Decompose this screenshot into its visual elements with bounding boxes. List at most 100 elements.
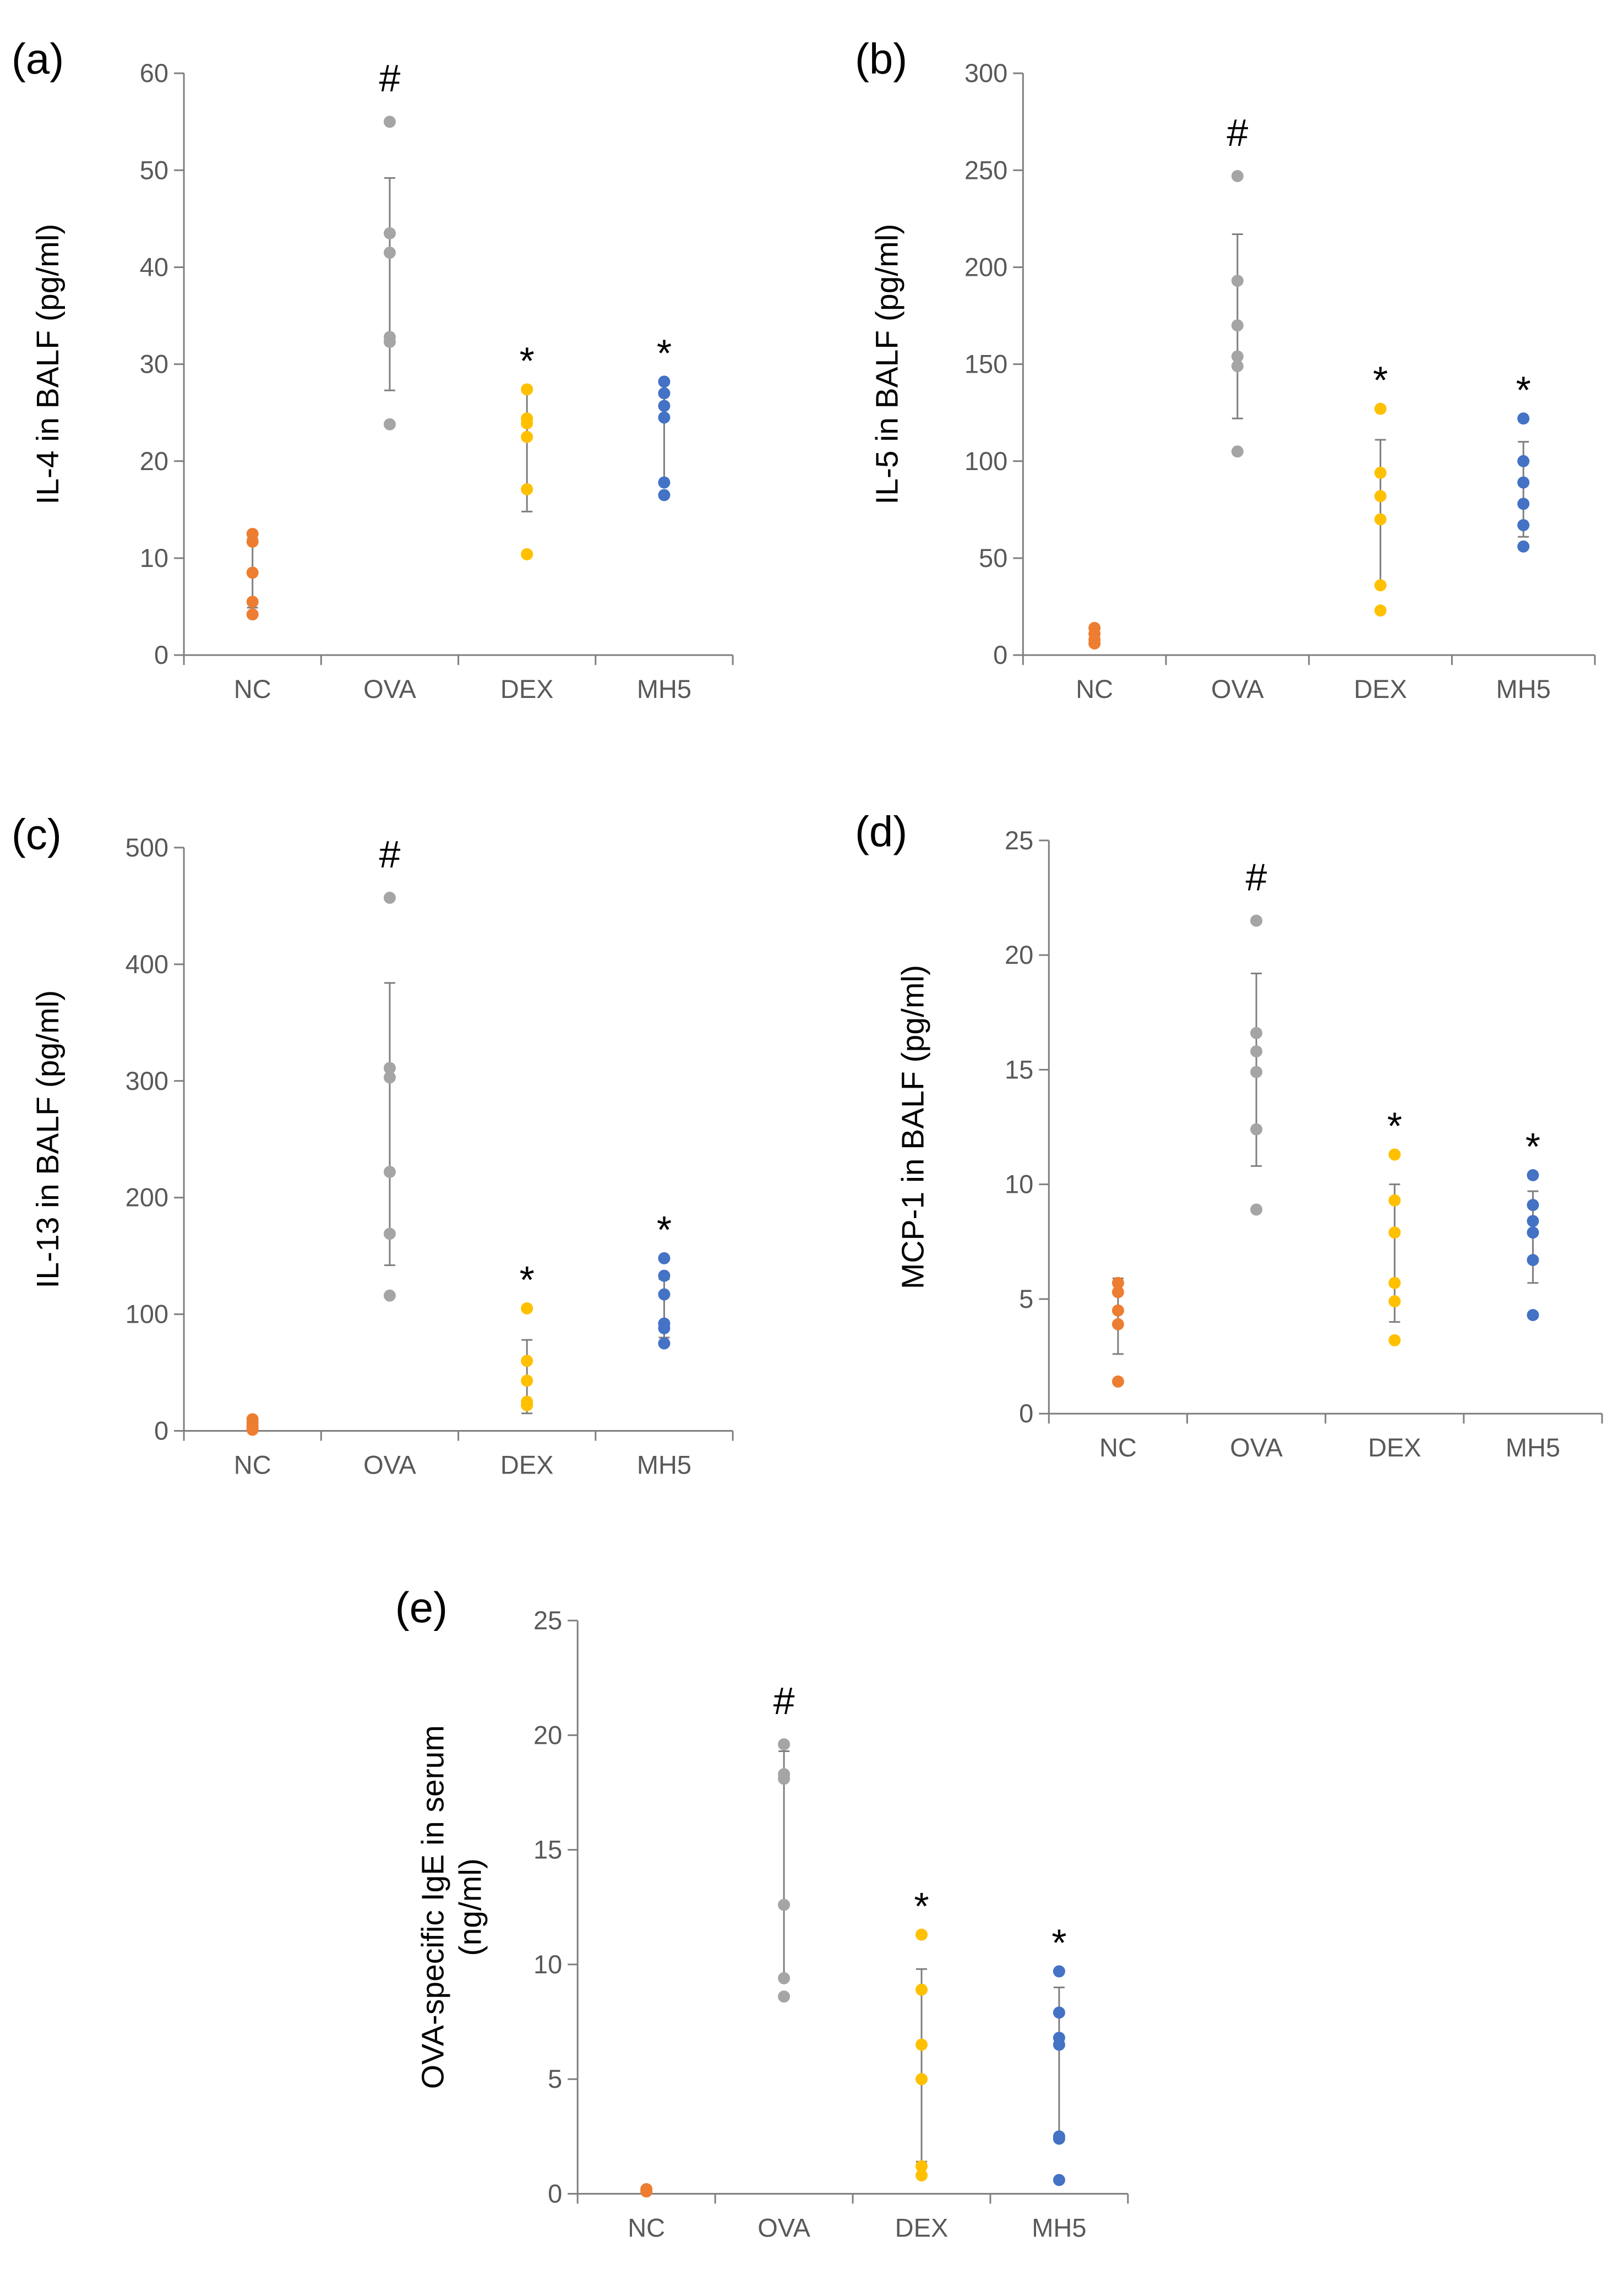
data-point-dex bbox=[1374, 466, 1387, 479]
y-tick-label: 60 bbox=[140, 58, 168, 88]
y-tick-label: 40 bbox=[140, 252, 168, 281]
data-point-dex bbox=[1388, 1295, 1401, 1308]
data-point-dex bbox=[1388, 1148, 1401, 1161]
y-tick-label: 10 bbox=[533, 1950, 562, 1979]
x-tick-label-ova: OVA bbox=[363, 674, 416, 703]
y-axis-label: IL-5 in BALF (pg/ml) bbox=[869, 224, 904, 505]
data-point-ova bbox=[1250, 914, 1263, 927]
data-point-dex bbox=[915, 2073, 928, 2086]
significance-star: * bbox=[1051, 1921, 1066, 1964]
data-point-dex bbox=[1374, 604, 1387, 617]
data-point-ova bbox=[383, 1227, 396, 1240]
x-tick-label-mh5: MH5 bbox=[637, 1450, 691, 1480]
data-point-ova bbox=[383, 336, 396, 348]
y-tick-label: 15 bbox=[1005, 1055, 1033, 1084]
data-point-dex bbox=[521, 1374, 533, 1387]
x-tick-label-dex: DEX bbox=[895, 2213, 949, 2242]
data-point-mh5 bbox=[1053, 2006, 1065, 2019]
data-point-dex bbox=[521, 417, 533, 430]
panel-label: (e) bbox=[395, 1583, 448, 1631]
y-tick-label: 15 bbox=[533, 1835, 562, 1864]
panel-c: (c) 0 100 200 300 400 500 IL-13 in BALF (pg/ml)… bbox=[12, 810, 734, 1480]
panel-e: (e) 0 5 10 15 20 25 OVA-specific IgE in serum (n… bbox=[395, 1583, 1129, 2242]
data-point-nc bbox=[246, 566, 259, 579]
data-point-dex bbox=[521, 1399, 533, 1411]
data-point-ova bbox=[1231, 319, 1244, 332]
y-tick-label: 5 bbox=[1019, 1284, 1033, 1313]
data-point-ova bbox=[1231, 445, 1244, 458]
y-tick-label: 100 bbox=[964, 446, 1007, 476]
significance-star: * bbox=[1516, 368, 1531, 411]
data-point-nc bbox=[246, 608, 259, 621]
data-point-dex bbox=[1374, 402, 1387, 415]
data-point-mh5 bbox=[1517, 498, 1530, 510]
data-point-ova bbox=[383, 227, 396, 239]
data-point-mh5 bbox=[1053, 2038, 1065, 2051]
data-point-mh5 bbox=[1517, 412, 1530, 425]
data-point-dex bbox=[1374, 579, 1387, 592]
data-point-dex bbox=[1388, 1194, 1401, 1207]
y-axis-label: IL-4 in BALF (pg/ml) bbox=[30, 224, 66, 505]
y-tick-label: 300 bbox=[126, 1066, 168, 1095]
significance-star: * bbox=[1525, 1125, 1540, 1168]
y-tick-label: 200 bbox=[126, 1183, 168, 1212]
x-tick-label-ova: OVA bbox=[363, 1450, 416, 1480]
data-point-nc bbox=[1111, 1276, 1124, 1289]
y-tick-label: 0 bbox=[548, 2179, 562, 2208]
y-tick-label: 400 bbox=[126, 950, 168, 979]
data-point-mh5 bbox=[1053, 2132, 1065, 2145]
significance-hash: # bbox=[379, 833, 400, 876]
data-point-mh5 bbox=[1053, 1965, 1065, 1978]
significance-star: * bbox=[1373, 359, 1388, 402]
data-point-dex bbox=[915, 1928, 928, 1941]
data-point-ova bbox=[778, 1990, 791, 2003]
y-tick-label: 200 bbox=[964, 252, 1007, 281]
data-point-dex bbox=[521, 1302, 533, 1315]
data-point-ova bbox=[1231, 360, 1244, 373]
panel-label: (a) bbox=[12, 34, 64, 83]
data-point-dex bbox=[915, 2038, 928, 2051]
x-tick-label-dex: DEX bbox=[500, 1450, 554, 1480]
y-tick-label: 0 bbox=[993, 640, 1007, 669]
x-tick-label-nc: NC bbox=[234, 1450, 271, 1480]
y-tick-label: 10 bbox=[1005, 1170, 1033, 1199]
data-point-ova bbox=[778, 1972, 791, 1984]
data-point-dex bbox=[1374, 513, 1387, 526]
data-point-ova bbox=[1250, 1203, 1263, 1216]
y-tick-label: 50 bbox=[979, 543, 1007, 572]
significance-star: * bbox=[520, 339, 535, 382]
x-tick-label-nc: NC bbox=[234, 674, 271, 703]
data-point-mh5 bbox=[658, 411, 671, 424]
data-point-ova bbox=[778, 1738, 791, 1751]
data-point-nc bbox=[1111, 1304, 1124, 1317]
data-point-mh5 bbox=[658, 400, 671, 412]
panel-label: (d) bbox=[855, 807, 907, 855]
data-point-dex bbox=[1388, 1226, 1401, 1239]
data-point-mh5 bbox=[1527, 1254, 1539, 1267]
significance-hash: # bbox=[1246, 856, 1267, 899]
data-point-mh5 bbox=[658, 1288, 671, 1301]
data-point-ova bbox=[1250, 1027, 1263, 1039]
data-point-ova bbox=[383, 892, 396, 904]
x-tick-label-ova: OVA bbox=[1230, 1433, 1283, 1462]
y-tick-label: 0 bbox=[1019, 1399, 1033, 1428]
significance-star: * bbox=[1387, 1105, 1402, 1148]
data-point-ova bbox=[778, 1772, 791, 1785]
data-point-dex bbox=[521, 383, 533, 396]
y-tick-label: 0 bbox=[154, 1416, 168, 1445]
y-tick-label: 0 bbox=[154, 640, 168, 669]
y-tick-label: 20 bbox=[533, 1720, 562, 1749]
data-point-ova bbox=[1231, 275, 1244, 287]
data-point-ova bbox=[1231, 170, 1244, 182]
data-point-mh5 bbox=[1527, 1309, 1539, 1322]
y-tick-label: 20 bbox=[1005, 940, 1033, 969]
x-tick-label-ova: OVA bbox=[1211, 674, 1264, 703]
data-point-nc bbox=[640, 2185, 653, 2198]
data-point-ova bbox=[1250, 1123, 1263, 1136]
y-tick-label: 100 bbox=[126, 1300, 168, 1329]
significance-star: * bbox=[657, 1208, 672, 1251]
data-point-mh5 bbox=[658, 1252, 671, 1264]
data-point-dex bbox=[1374, 490, 1387, 503]
data-point-dex bbox=[521, 548, 533, 560]
